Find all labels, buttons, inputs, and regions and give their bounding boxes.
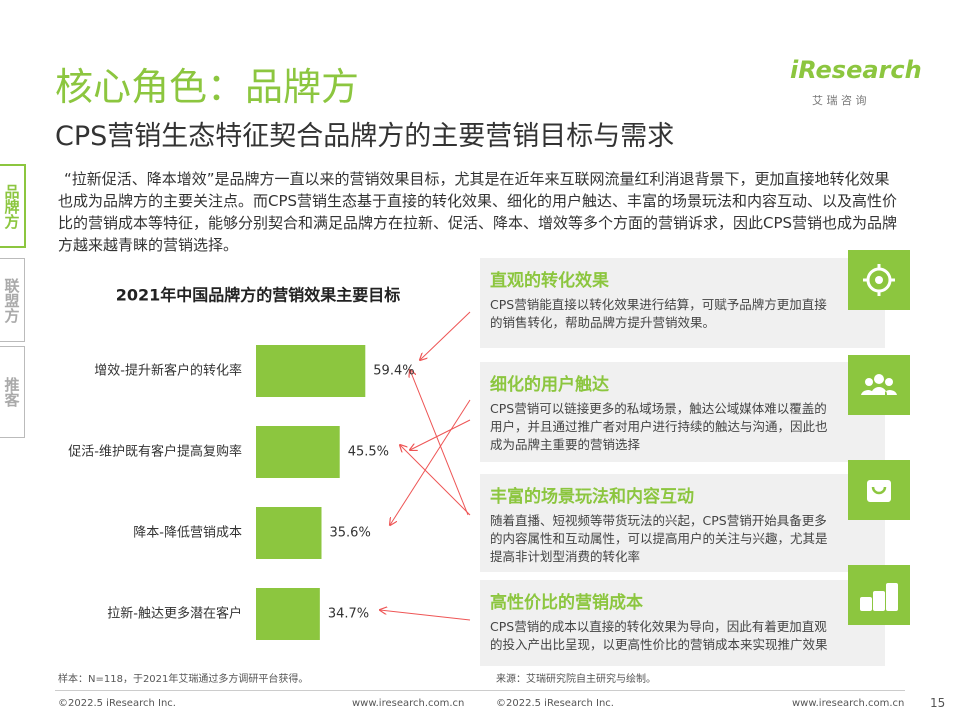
icon-bag	[848, 460, 910, 520]
intro-text: “拉新促活、降本增效”是品牌方一直以来的营销效果目标，尤其是在近年来互联网流量红…	[58, 170, 898, 254]
logo-subtitle: 艾 瑞 咨 询	[812, 94, 867, 107]
bar	[256, 345, 366, 397]
icon-target	[848, 250, 910, 310]
category-label: 降本-降低营销成本	[133, 526, 242, 541]
card-text: 随着直播、短视频等带货玩法的兴起，CPS营销开始具备更多的内容属性和互动属性，可…	[490, 513, 828, 564]
icon-coins	[848, 565, 910, 625]
footnote: 来源：艾瑞研究院自主研究与绘制。	[496, 674, 656, 685]
footer-url: www.iresearch.com.cn	[792, 698, 905, 709]
value-label: 59.4%	[373, 364, 414, 379]
card: 直观的转化效果 CPS营销能直接以转化效果进行结算，可赋予品牌方更加直接的销售转化…	[480, 258, 885, 348]
value-label: 45.5%	[348, 445, 389, 460]
slide-title: 核心角色：品牌方	[55, 65, 360, 109]
card-title: 高性价比的营销成本	[490, 593, 643, 613]
bar	[256, 426, 340, 478]
footer-copyright: ©2022.5 iResearch Inc.	[58, 698, 176, 709]
footer-rule	[55, 690, 905, 691]
bar	[256, 507, 322, 559]
page-number: 15	[930, 696, 946, 710]
category-label: 增效-提升新客户的转化率	[94, 363, 242, 379]
bar	[256, 588, 320, 640]
card-title: 丰富的场景玩法和内容互动	[490, 487, 694, 507]
nav-tab[interactable]: 联盟方	[0, 258, 25, 342]
value-label: 35.6%	[330, 526, 371, 541]
card-text: CPS营销可以链接更多的私域场景，触达公域媒体难以覆盖的用户，并且通过推广者对用…	[490, 401, 828, 452]
nav-tab[interactable]: 推客	[0, 346, 25, 438]
connector-arrows	[380, 311, 471, 621]
card-text: CPS营销的成本以直接的转化效果为导向，因此有着更加直观的投入产出比呈现，以更高…	[490, 619, 828, 652]
icon-users	[848, 355, 910, 415]
logo-shape	[794, 54, 910, 88]
footnote: 样本：N=118，于2021年艾瑞通过多方调研平台获得。	[58, 674, 309, 685]
card: 细化的用户触达 CPS营销可以链接更多的私域场景，触达公域媒体难以覆盖的用户，并且…	[480, 362, 885, 462]
category-label: 促活-维护既有客户提高复购率	[68, 444, 242, 460]
value-label: 34.7%	[328, 607, 369, 622]
nav-tab[interactable]: 品牌方	[0, 164, 26, 248]
chart: 2021年中国品牌方的营销效果主要目标 59.4% 增效-提升新客户的转化率 45.…	[68, 286, 471, 640]
footer-url: www.iresearch.com.cn	[352, 698, 465, 709]
card: 丰富的场景玩法和内容互动随着直播、短视频等带货玩法的兴起，CPS营销开始具备更多…	[480, 474, 885, 572]
logo: iResearch	[790, 56, 922, 84]
slide-subtitle: CPS营销生态特征契合品牌方的主要营销目标与需求	[55, 121, 675, 152]
card-text: CPS营销能直接以转化效果进行结算，可赋予品牌方更加直接的销售转化，帮助品牌方提…	[490, 297, 827, 330]
card-title: 细化的用户触达	[490, 375, 609, 395]
footer-copyright: ©2022.5 iResearch Inc.	[496, 698, 614, 709]
chart-title: 2021年中国品牌方的营销效果主要目标	[116, 286, 401, 305]
card: 高性价比的营销成本 CPS营销的成本以直接的转化效果为导向，因此有着更加直观的投入…	[480, 580, 885, 666]
category-label: 拉新-触达更多潜在客户	[107, 606, 242, 622]
card-title: 直观的转化效果	[490, 271, 609, 291]
